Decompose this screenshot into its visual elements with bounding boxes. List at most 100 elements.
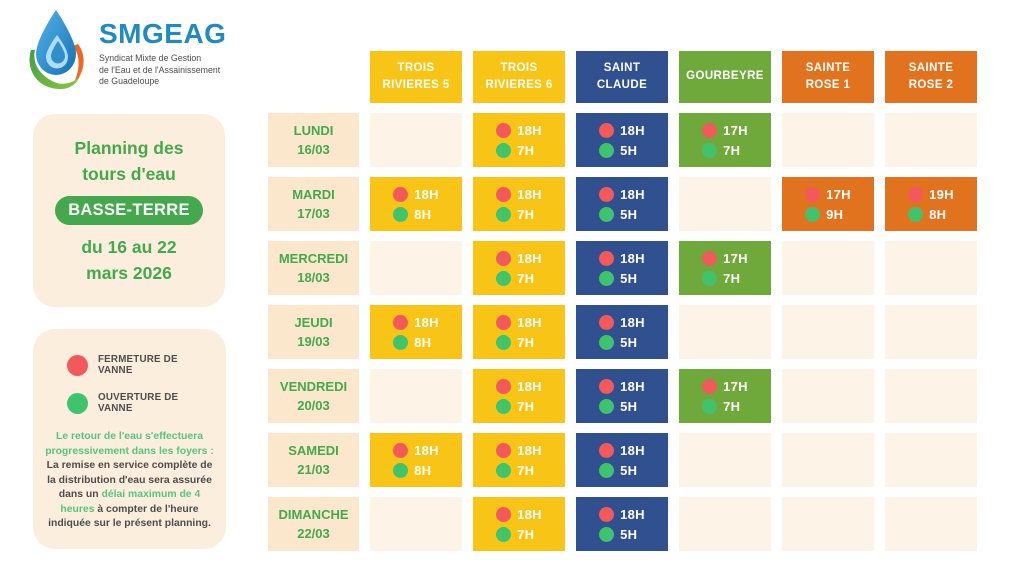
time-label: 18H [620,250,645,266]
schedule-cell-saint-claude: 18H 5H [576,113,668,167]
legend-open-label: OUVERTURE DE VANNE [98,392,179,414]
time-label: 17H [723,122,748,138]
time-label: 7H [517,334,535,350]
time-label: 18H [414,314,439,330]
valve-close-dot-icon [599,378,615,394]
legend-item-fermeture: FERMETURE DE VANNE [67,354,214,376]
valve-close-dot-icon [496,250,512,266]
planning-title-card: Planning des tours d'eau BASSE-TERRE du 1… [33,114,225,307]
schedule-cell-trois-rivieres-5: 18H 8H [370,177,462,231]
valve-open-dot-icon [599,398,615,414]
time-label: 18H [517,378,542,394]
valve-close-dot-icon [496,442,512,458]
schedule-cell-empty [885,241,977,295]
day-cell: LUNDI 16/03 [268,113,359,167]
valve-close-dot-icon [702,122,718,138]
time-label: 5H [620,398,638,414]
schedule-cell-empty [782,113,874,167]
time-label: 7H [517,462,535,478]
time-label: 5H [620,270,638,286]
schedule-cell-trois-rivieres-6: 18H 7H [473,113,565,167]
valve-close-dot-icon [702,378,718,394]
valve-close-dot-icon [393,442,409,458]
legend-note-segment: Le retour de l'eau s'effectuera progress… [45,431,214,457]
time-label: 5H [620,142,638,158]
time-label: 18H [517,506,542,522]
day-cell: VENDREDI 20/03 [268,369,359,423]
time-label: 18H [620,442,645,458]
valve-open-dot-icon [67,392,88,414]
valve-close-dot-icon [908,186,924,202]
schedule-cell-empty [370,497,462,551]
legend-card: FERMETURE DE VANNE OUVERTURE DE VANNE Le… [33,329,226,549]
schedule-cell-empty [370,241,462,295]
valve-close-dot-icon [599,250,615,266]
valve-close-dot-icon [393,314,409,330]
schedule-cell-trois-rivieres-5: 18H 8H [370,305,462,359]
time-label: 5H [620,206,638,222]
schedule-cell-empty [782,433,874,487]
time-label: 18H [414,442,439,458]
valve-open-dot-icon [496,462,512,478]
time-label: 5H [620,334,638,350]
valve-open-dot-icon [496,334,512,350]
schedule-cell-empty [885,433,977,487]
schedule-cell-trois-rivieres-6: 18H 7H [473,241,565,295]
schedule-cell-trois-rivieres-6: 18H 7H [473,433,565,487]
time-label: 9H [826,206,844,222]
schedule-cell-empty [679,177,771,231]
time-label: 18H [414,186,439,202]
valve-close-dot-icon [599,314,615,330]
legend-note-segment: délai maximum de 4 heures [60,489,201,515]
time-label: 5H [620,462,638,478]
column-header-gourbeyre: GOURBEYRE [679,51,771,103]
valve-open-dot-icon [496,270,512,286]
schedule-cell-saint-claude: 18H 5H [576,177,668,231]
day-cell: DIMANCHE 22/03 [268,497,359,551]
valve-open-dot-icon [805,206,821,222]
valve-open-dot-icon [393,334,409,350]
schedule-cell-saint-claude: 18H 5H [576,433,668,487]
schedule-cell-empty [782,241,874,295]
water-drop-leaf-logo-icon [29,10,84,90]
valve-open-dot-icon [496,398,512,414]
schedule-cell-empty [885,497,977,551]
valve-open-dot-icon [702,270,718,286]
schedule-cell-empty [782,497,874,551]
schedule-cell-empty [885,305,977,359]
time-label: 8H [414,206,432,222]
valve-open-dot-icon [599,206,615,222]
valve-open-dot-icon [393,462,409,478]
valve-close-dot-icon [599,186,615,202]
schedule-cell-trois-rivieres-5: 18H 8H [370,433,462,487]
valve-open-dot-icon [599,142,615,158]
valve-open-dot-icon [908,206,924,222]
schedule-cell-gourbeyre: 17H 7H [679,241,771,295]
column-header-trois-rivieres-5: TROIS RIVIERES 5 [370,51,462,103]
time-label: 18H [620,506,645,522]
column-header-sainte-rose-2: SAINTE ROSE 2 [885,51,977,103]
time-label: 7H [517,142,535,158]
schedule-cell-saint-claude: 18H 5H [576,305,668,359]
time-label: 18H [517,186,542,202]
schedule-cell-saint-claude: 18H 5H [576,241,668,295]
schedule-grid: TROIS RIVIERES 5 TROIS RIVIERES 6 SAINT CLAUD… [268,51,977,551]
region-badge: BASSE-TERRE [55,196,203,225]
schedule-cell-gourbeyre: 17H 7H [679,113,771,167]
time-label: 7H [517,398,535,414]
valve-close-dot-icon [67,354,88,376]
legend-item-ouverture: OUVERTURE DE VANNE [67,392,214,414]
time-label: 7H [517,206,535,222]
schedule-cell-trois-rivieres-6: 18H 7H [473,369,565,423]
valve-open-dot-icon [599,526,615,542]
valve-close-dot-icon [496,122,512,138]
time-label: 7H [723,142,741,158]
time-label: 19H [929,186,954,202]
time-label: 8H [929,206,947,222]
time-label: 8H [414,462,432,478]
valve-open-dot-icon [496,526,512,542]
valve-open-dot-icon [702,142,718,158]
schedule-cell-empty [679,433,771,487]
time-label: 17H [723,378,748,394]
schedule-cell-empty [679,497,771,551]
